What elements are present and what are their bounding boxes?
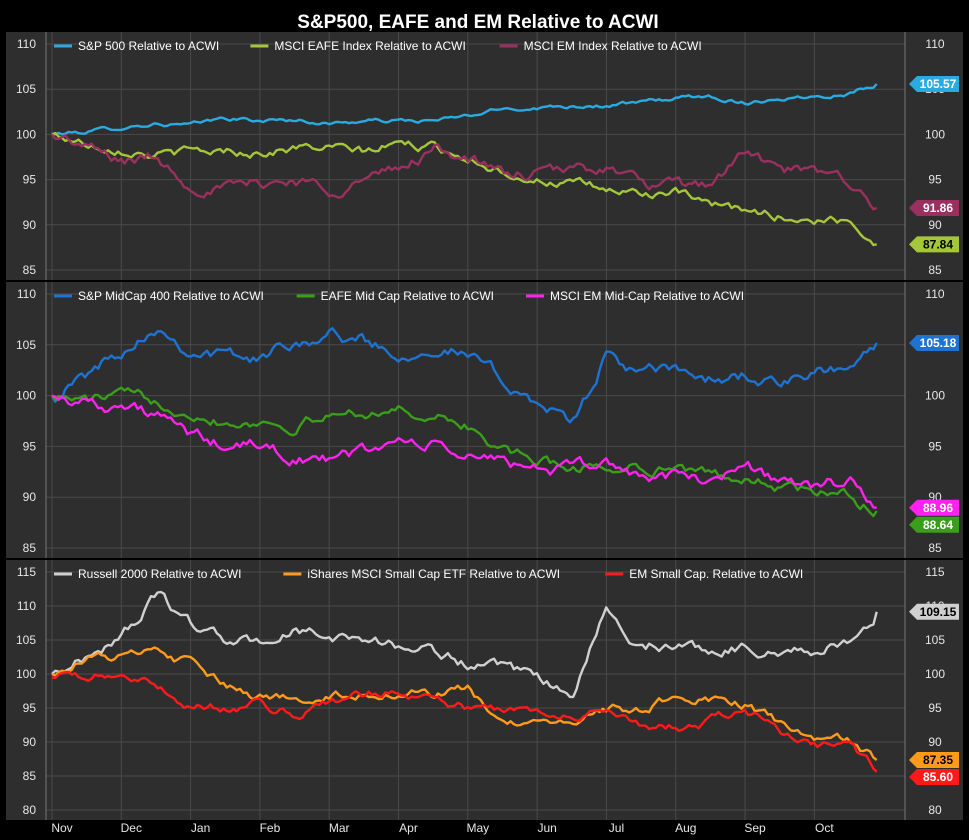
x-tick-label: Nov — [51, 821, 72, 835]
series-line-3 — [51, 133, 878, 211]
y-tick-label-right: 100 — [925, 389, 945, 403]
series-line-1 — [51, 83, 878, 136]
y-tick-label-right: 95 — [928, 173, 942, 187]
y-tick-label-left: 85 — [23, 263, 37, 277]
legend-label: MSCI EM Mid-Cap Relative to ACWI — [550, 289, 744, 303]
last-value-label: 87.84 — [923, 237, 953, 251]
last-value-label: 109.15 — [920, 605, 957, 619]
y-tick-label-right: 110 — [925, 37, 944, 51]
y-tick-label-right: 90 — [928, 218, 942, 232]
y-tick-label-left: 110 — [17, 37, 36, 51]
y-tick-label-left: 105 — [16, 633, 36, 647]
panel-background — [6, 282, 963, 558]
series-line-2 — [51, 131, 877, 247]
y-tick-label-left: 100 — [16, 667, 36, 681]
y-tick-label-left: 95 — [23, 173, 37, 187]
y-tick-label-left: 105 — [16, 82, 36, 96]
panels: 85 85 90 90 95 95 100 100 105 105 110 110 S&P 500 Re… — [6, 32, 963, 820]
y-tick-label-left: 115 — [17, 565, 36, 579]
x-tick-label: Dec — [121, 821, 142, 835]
x-tick-label: Aug — [675, 821, 696, 835]
y-tick-label-left: 90 — [23, 735, 37, 749]
x-tick-label: Apr — [399, 821, 418, 835]
series-line-2 — [51, 386, 878, 518]
y-tick-label-right: 95 — [928, 701, 942, 715]
chart-title: S&P500, EAFE and EM Relative to ACWI — [297, 12, 658, 33]
x-tick-label: Jan — [191, 821, 210, 835]
panel-background — [6, 560, 963, 820]
legend-label: MSCI EAFE Index Relative to ACWI — [274, 39, 465, 53]
legend-label: EAFE Mid Cap Relative to ACWI — [321, 289, 494, 303]
y-tick-label-right: 80 — [928, 803, 942, 817]
y-tick-label-right: 100 — [925, 127, 945, 141]
chart-panel-2: 858590909595100100105105110110S&P MidCap… — [6, 282, 963, 558]
series-line-3 — [51, 394, 877, 509]
series-line-3 — [51, 670, 878, 773]
legend-label: iShares MSCI Small Cap ETF Relative to A… — [307, 567, 560, 581]
y-tick-label-left: 95 — [23, 439, 37, 453]
y-tick-label-left: 85 — [23, 769, 37, 783]
y-tick-label-left: 105 — [16, 338, 36, 352]
x-tick-label: Jul — [609, 821, 624, 835]
series-line-2 — [51, 646, 878, 761]
y-tick-label-left: 90 — [23, 218, 37, 232]
chart-panel-1: 858590909595100100105105110110S&P 500 Re… — [6, 32, 963, 280]
last-value-badge — [909, 76, 959, 93]
legend-label: MSCI EM Index Relative to ACWI — [524, 39, 702, 53]
x-tick-label: Jun — [537, 821, 556, 835]
legend-label: S&P MidCap 400 Relative to ACWI — [78, 289, 264, 303]
x-tick-label: Feb — [260, 821, 281, 835]
y-tick-label-left: 95 — [23, 701, 37, 715]
y-tick-label-right: 110 — [925, 287, 944, 301]
last-value-badge — [909, 769, 959, 786]
x-tick-label: Oct — [815, 821, 834, 835]
last-value-label: 85.60 — [923, 770, 953, 784]
last-value-label: 91.86 — [923, 201, 953, 215]
x-tick-label: Mar — [329, 821, 350, 835]
last-value-label: 88.96 — [923, 501, 953, 515]
y-tick-label-left: 100 — [16, 127, 36, 141]
last-value-label: 105.57 — [920, 77, 957, 91]
y-tick-label-right: 90 — [928, 735, 942, 749]
y-tick-label-right: 85 — [928, 263, 942, 277]
last-value-label: 88.64 — [923, 518, 953, 532]
last-value-label: 87.35 — [923, 753, 953, 767]
last-value-badge — [909, 236, 959, 253]
x-axis: Nov Dec Jan Feb Mar Apr May Jun Jul Aug Sep Oct — [51, 821, 834, 835]
y-tick-label-right: 95 — [928, 439, 942, 453]
y-tick-label-left: 110 — [17, 287, 36, 301]
legend-label: Russell 2000 Relative to ACWI — [78, 567, 241, 581]
y-tick-label-right: 115 — [925, 565, 944, 579]
y-tick-label-right: 105 — [925, 633, 945, 647]
last-value-badge — [909, 499, 959, 516]
panel-background — [6, 32, 963, 280]
y-tick-label-right: 85 — [928, 541, 942, 555]
last-value-badge — [909, 603, 959, 620]
legend-label: EM Small Cap. Relative to ACWI — [629, 567, 803, 581]
last-value-badge — [909, 752, 959, 769]
legend-label: S&P 500 Relative to ACWI — [78, 39, 219, 53]
last-value-badge — [909, 199, 959, 216]
y-tick-label-left: 100 — [16, 389, 36, 403]
y-tick-label-left: 80 — [23, 803, 37, 817]
x-tick-label: Sep — [744, 821, 766, 835]
y-tick-label-left: 90 — [23, 490, 37, 504]
series-line-1 — [50, 327, 878, 424]
last-value-badge — [909, 516, 959, 533]
series-line-1 — [51, 590, 878, 699]
last-value-label: 105.18 — [920, 336, 957, 350]
x-tick-label: May — [467, 821, 490, 835]
last-value-badge — [909, 334, 959, 351]
y-tick-label-right: 100 — [925, 667, 945, 681]
y-tick-label-left: 85 — [23, 541, 37, 555]
y-tick-label-left: 110 — [17, 599, 36, 613]
chart-panel-3: 8080858590909595100100105105110110115115… — [6, 560, 963, 820]
